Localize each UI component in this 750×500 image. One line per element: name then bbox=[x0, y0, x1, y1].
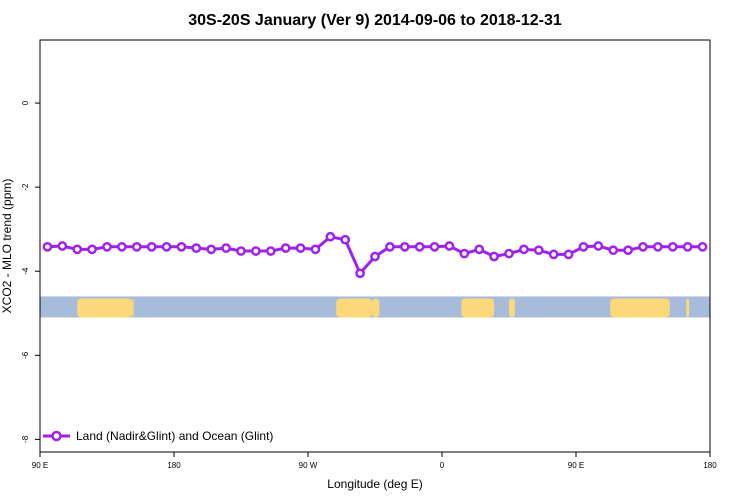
y-tick-label: -8 bbox=[21, 435, 30, 443]
data-point bbox=[697, 241, 708, 252]
data-point bbox=[265, 246, 276, 256]
data-point bbox=[563, 249, 574, 260]
x-tick-label: 90 E bbox=[32, 461, 48, 470]
x-axis-label: Longitude (deg E) bbox=[327, 477, 422, 491]
land-ocean-map-strip bbox=[40, 296, 710, 318]
data-point bbox=[519, 244, 529, 255]
land-patch bbox=[77, 298, 133, 318]
y-tick-label: 0 bbox=[21, 100, 30, 105]
plot-frame bbox=[39, 39, 711, 453]
data-point bbox=[682, 241, 693, 252]
land-patch bbox=[686, 298, 690, 318]
data-point bbox=[355, 268, 365, 279]
data-point bbox=[72, 244, 83, 255]
data-point bbox=[340, 234, 351, 245]
data-point bbox=[87, 244, 97, 255]
data-point bbox=[280, 243, 291, 253]
data-point bbox=[42, 241, 53, 252]
data-point bbox=[385, 241, 395, 252]
legend: Land (Nadir&Glint) and Ocean (Glint) bbox=[43, 429, 273, 443]
legend-marker bbox=[51, 430, 62, 442]
data-point bbox=[623, 245, 633, 256]
data-point bbox=[667, 241, 678, 252]
land-patch bbox=[610, 298, 670, 318]
y-axis-label: XCO2 - MLO trend (ppm) bbox=[0, 179, 14, 314]
data-point bbox=[325, 231, 336, 242]
land-patch bbox=[461, 298, 495, 318]
data-point bbox=[489, 251, 499, 262]
data-point bbox=[161, 241, 172, 252]
data-point bbox=[578, 241, 589, 252]
series-layer bbox=[42, 231, 708, 279]
data-point bbox=[206, 244, 217, 255]
data-point bbox=[593, 241, 604, 251]
data-point bbox=[533, 245, 544, 256]
land-patch bbox=[372, 298, 380, 318]
data-point bbox=[399, 241, 410, 252]
x-tick-label: 180 bbox=[167, 461, 181, 470]
data-point bbox=[638, 241, 648, 252]
x-tick-label: 180 bbox=[703, 461, 717, 470]
data-point bbox=[102, 241, 112, 252]
data-point bbox=[176, 241, 187, 252]
x-tick-label: 90 E bbox=[568, 461, 584, 470]
data-point bbox=[251, 246, 261, 256]
x-tick-label: 0 bbox=[440, 461, 445, 470]
land-patch bbox=[132, 298, 134, 318]
data-point bbox=[370, 251, 380, 262]
data-point bbox=[57, 241, 68, 251]
data-point bbox=[459, 248, 470, 259]
data-point bbox=[131, 241, 142, 252]
data-point bbox=[146, 241, 157, 252]
data-point bbox=[221, 243, 231, 253]
y-tick-label: -2 bbox=[21, 183, 30, 191]
x-axis: 90 E 180 90 W 0 90 E 180 bbox=[32, 452, 717, 470]
y-tick-label: -4 bbox=[21, 267, 30, 275]
data-point bbox=[548, 249, 559, 260]
chart-title: 30S-20S January (Ver 9) 2014-09-06 to 20… bbox=[188, 12, 562, 29]
y-tick-label: -6 bbox=[21, 351, 30, 359]
x-tick-label: 90 W bbox=[299, 461, 318, 470]
data-point bbox=[504, 248, 514, 259]
data-point bbox=[444, 241, 455, 251]
land-patch bbox=[509, 298, 515, 318]
legend-label: Land (Nadir&Glint) and Ocean (Glint) bbox=[76, 429, 273, 443]
data-point bbox=[236, 246, 246, 256]
land-patch bbox=[336, 298, 373, 318]
data-point bbox=[295, 243, 306, 253]
data-point bbox=[608, 245, 619, 256]
y-axis: 0 -2 -4 -6 -8 bbox=[21, 100, 40, 443]
data-point bbox=[414, 241, 425, 252]
data-point bbox=[653, 241, 663, 252]
data-point bbox=[117, 241, 127, 252]
data-point bbox=[474, 244, 485, 255]
data-point bbox=[429, 241, 440, 252]
data-point bbox=[191, 243, 202, 253]
data-point bbox=[310, 244, 321, 255]
